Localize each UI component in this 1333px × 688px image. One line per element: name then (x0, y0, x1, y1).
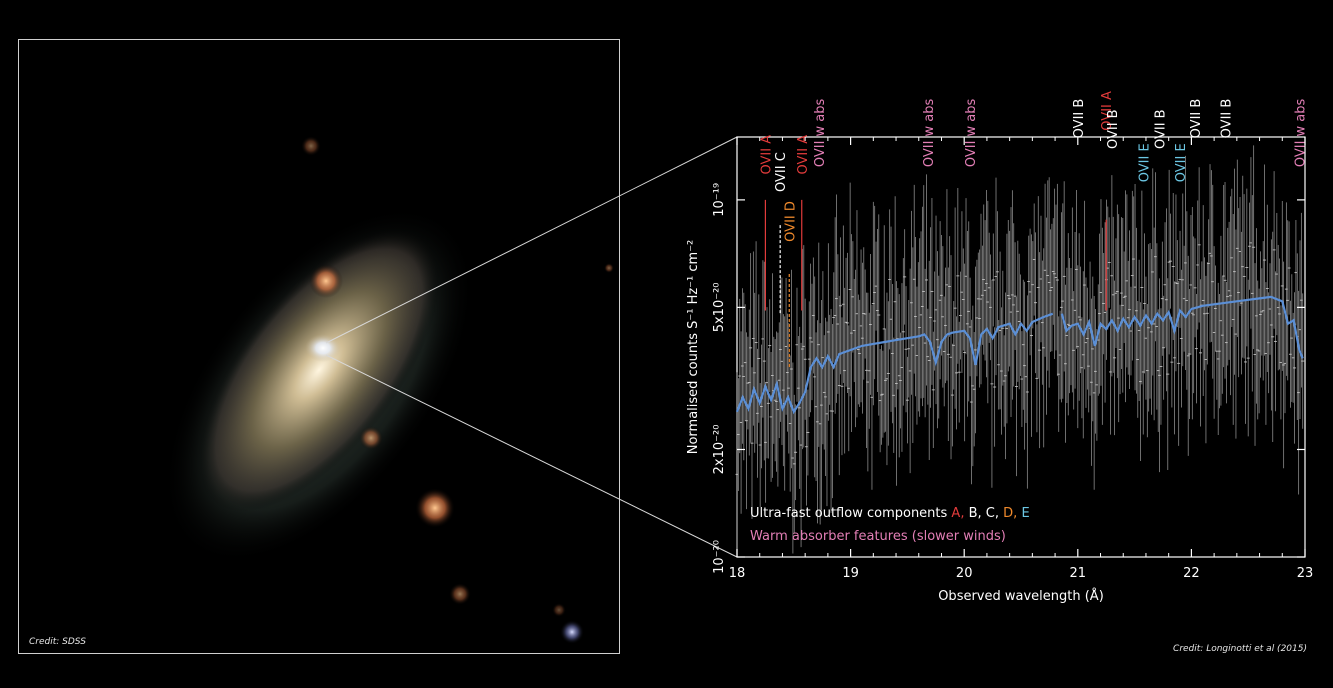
line-marker-label: OVII A (796, 135, 811, 175)
credit-sdss: Credit: SDSS (29, 637, 86, 647)
model-fit-line-2 (1060, 295, 1304, 359)
model-fit-line-1 (735, 312, 1054, 415)
line-marker-label: OVII B (1106, 109, 1121, 149)
y-tick-label: 10⁻²⁰ (712, 540, 727, 574)
line-marker-label: OVII D (783, 201, 798, 242)
line-marker-label: OVII B (1189, 99, 1204, 139)
x-tick-label: 18 (729, 566, 746, 581)
line-marker-label: OVII B (1220, 99, 1235, 139)
x-tick-label: 23 (1297, 566, 1314, 581)
x-tick-label: 20 (956, 566, 973, 581)
legend-ufo: Ultra-fast outflow components A, B, C, D… (750, 506, 1030, 521)
legend-E: E (1021, 506, 1029, 521)
line-marker-label: OVII w abs (922, 98, 937, 167)
line-marker-label: OVII C (774, 152, 789, 192)
y-tick-label: 2x10⁻²⁰ (712, 425, 727, 475)
y-tick-label: 10⁻¹⁹ (712, 183, 727, 217)
axes: 18 19 20 21 22 23 10⁻¹⁹ 5x10⁻²⁰ 2x10⁻²⁰ 10⁻²⁰ (712, 137, 1313, 581)
line-marker-label: OVII E (1174, 143, 1189, 182)
line-marker-label: OVII A (759, 135, 774, 175)
line-marker-label: OVII w abs (1293, 98, 1308, 167)
x-tick-label: 21 (1070, 566, 1087, 581)
legend-B: B, (969, 506, 982, 521)
legend-A: A, (951, 506, 964, 521)
model-fit (735, 295, 1304, 415)
y-tick-label: 5x10⁻²⁰ (712, 282, 727, 332)
legend-D: D, (1003, 506, 1017, 521)
line-marker-label: OVII w abs (964, 98, 979, 167)
legend-C: C, (986, 506, 999, 521)
line-marker-label: OVII w abs (813, 98, 828, 167)
line-marker-label: OVII B (1072, 99, 1087, 139)
x-tick-label: 19 (842, 566, 859, 581)
x-tick-label: 22 (1183, 566, 1200, 581)
x-axis-title: Observed wavelength (Å) (938, 588, 1104, 604)
line-marker-label: OVII B (1154, 109, 1169, 149)
line-marker-label: OVII E (1138, 143, 1153, 182)
credit-longinotti: Credit: Longinotti et al (2015) (1173, 644, 1307, 654)
legend-warm-absorber: Warm absorber features (slower winds) (750, 529, 1006, 544)
legend-ufo-prefix: Ultra-fast outflow components (750, 506, 951, 521)
y-axis-title: Normalised counts S⁻¹ Hz⁻¹ cm⁻² (686, 240, 701, 455)
line-marker-label: OVII A (1100, 91, 1115, 131)
